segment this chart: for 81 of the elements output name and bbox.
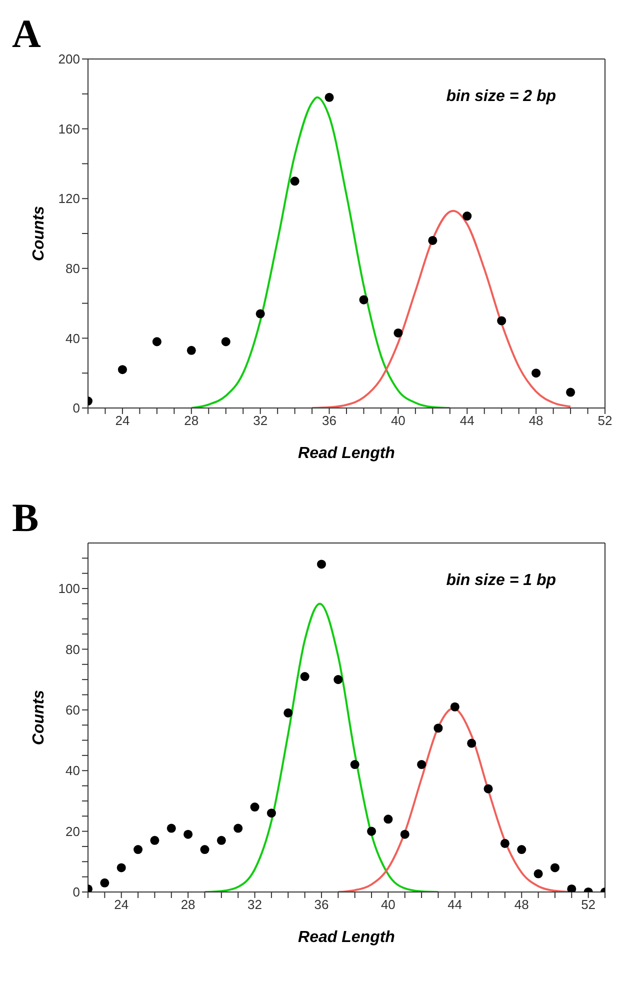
y-axis-title: Counts: [30, 206, 48, 262]
point: [394, 328, 403, 338]
line-series: [204, 602, 440, 892]
point: [100, 878, 110, 888]
point: [284, 708, 293, 718]
y-tick-label: 100: [58, 581, 80, 596]
x-axis-title: Read Length: [298, 929, 396, 946]
point: [517, 845, 526, 854]
point: [359, 295, 368, 304]
point: [250, 802, 260, 812]
y-tick-label: 80: [66, 642, 80, 657]
point: [566, 388, 576, 397]
y-tick-label: 120: [58, 191, 80, 206]
point: [550, 863, 560, 872]
point: [417, 760, 426, 770]
x-tick-label: 28: [180, 897, 196, 912]
x-tick-label: 36: [322, 413, 336, 428]
x-tick-label: 44: [460, 413, 474, 428]
point: [116, 863, 126, 872]
point: [134, 845, 143, 854]
y-tick-label: 0: [72, 884, 80, 900]
y-axis-title: Counts: [30, 690, 48, 746]
annotation: bin size = 1 bp: [446, 572, 556, 590]
x-tick-label: 24: [114, 897, 129, 912]
x-tick-label: 52: [581, 897, 596, 912]
x-tick-label: 24: [115, 413, 130, 428]
annotation: bin size = 2 bp: [446, 88, 556, 106]
point: [186, 346, 196, 355]
point: [534, 869, 543, 878]
point: [152, 337, 162, 346]
x-tick-label: 36: [314, 897, 329, 912]
x-tick-label: 40: [390, 413, 406, 428]
y-tick-label: 200: [58, 52, 80, 67]
point: [316, 560, 326, 569]
x-tick-label: 32: [248, 897, 262, 912]
point: [500, 838, 510, 848]
point: [462, 212, 472, 221]
y-tick-label: 160: [58, 121, 80, 136]
x-axis-title: Read Length: [298, 445, 396, 462]
point: [216, 836, 226, 845]
x-tick-label: 48: [514, 897, 529, 912]
point: [532, 368, 541, 378]
point: [184, 830, 193, 839]
chart-title: A: [12, 10, 41, 57]
y-tick-label: 0: [72, 400, 80, 416]
point: [434, 724, 443, 733]
y-tick-label: 40: [66, 330, 80, 346]
point: [428, 236, 438, 245]
y-tick-label: 40: [66, 763, 80, 778]
point: [221, 337, 230, 346]
point: [484, 784, 493, 794]
point: [234, 824, 243, 833]
point: [300, 672, 310, 682]
point: [200, 845, 210, 854]
point: [400, 830, 410, 839]
point: [256, 309, 265, 318]
point: [166, 824, 176, 833]
point: [118, 365, 127, 374]
point: [266, 808, 276, 818]
point: [324, 92, 334, 102]
point: [384, 814, 393, 824]
x-tick-label: 52: [598, 413, 612, 428]
point: [350, 760, 360, 770]
y-tick-label: 60: [66, 702, 80, 718]
y-tick-label: 80: [66, 261, 80, 276]
point: [497, 316, 506, 326]
x-tick-label: 48: [528, 413, 544, 428]
point: [334, 675, 343, 684]
point: [467, 738, 476, 748]
x-tick-label: 44: [448, 897, 462, 912]
point: [150, 836, 160, 845]
chart-title: B: [12, 494, 39, 541]
point: [567, 884, 576, 892]
x-tick-label: 28: [184, 413, 199, 428]
x-tick-label: 32: [253, 413, 268, 428]
line-series: [311, 210, 572, 408]
point: [450, 702, 460, 712]
x-tick-label: 40: [380, 897, 396, 912]
point: [290, 176, 300, 186]
point: [367, 826, 376, 836]
y-tick-label: 20: [66, 824, 80, 839]
